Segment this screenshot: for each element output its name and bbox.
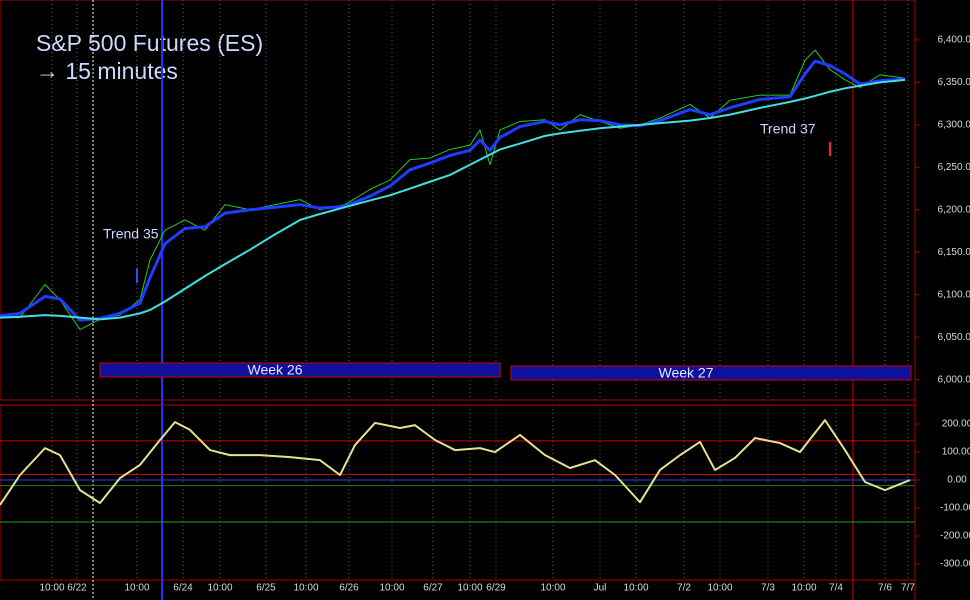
y-tick-label: 6,350.00 — [938, 77, 970, 88]
series-line — [0, 78, 906, 321]
chart-subtitle: → 15 minutes — [36, 58, 178, 84]
y-tick-label: 200.00 — [942, 419, 970, 430]
y-tick-label: -300.00 — [940, 559, 970, 570]
y-tick-label: 6,150.00 — [938, 247, 970, 258]
x-tick-label: 10:00 — [457, 583, 482, 594]
x-tick-label: 10:00 — [540, 583, 565, 594]
y-tick-label: 6,400.00 — [938, 35, 970, 46]
chart-title: S&P 500 Futures (ES) — [36, 30, 263, 56]
annotation: Trend 35 — [103, 226, 159, 242]
x-tick-label: 7/7 — [901, 583, 915, 594]
y-tick-label: 100.00 — [942, 447, 970, 458]
week-label: Week 27 — [659, 365, 714, 381]
y-tick-label: -200.00 — [940, 531, 970, 542]
x-tick-label: 10:00 — [39, 583, 64, 594]
x-tick-label: 6/27 — [423, 583, 443, 594]
x-tick-label: 6/24 — [173, 583, 193, 594]
y-tick-label: 6,100.00 — [938, 289, 970, 300]
x-tick-label: 10:00 — [124, 583, 149, 594]
y-tick-label: 6,000.00 — [938, 374, 970, 385]
x-tick-label: 6/29 — [486, 583, 506, 594]
series-line — [0, 49, 906, 331]
x-tick-label: 6/22 — [67, 583, 87, 594]
x-tick-label: 7/4 — [829, 583, 843, 594]
x-tick-label: 10:00 — [293, 583, 318, 594]
week-label: Week 26 — [248, 362, 303, 378]
x-tick-label: 10:00 — [207, 583, 232, 594]
x-tick-label: 10:00 — [707, 583, 732, 594]
week-box — [99, 362, 501, 378]
x-tick-label: 6/25 — [256, 583, 276, 594]
y-tick-label: 6,050.00 — [938, 332, 970, 343]
y-tick-label: -100.00 — [940, 503, 970, 514]
series-line — [0, 59, 906, 322]
series-line — [0, 419, 911, 506]
x-tick-label: 6/26 — [339, 583, 359, 594]
x-tick-label: 7/3 — [761, 583, 775, 594]
y-tick-label: 6,250.00 — [938, 162, 970, 173]
x-tick-label: 10:00 — [379, 583, 404, 594]
y-tick-label: 6,300.00 — [938, 119, 970, 130]
x-tick-label: 10:00 — [791, 583, 816, 594]
x-tick-label: 7/2 — [677, 583, 691, 594]
y-tick-label: 6,200.00 — [938, 204, 970, 215]
week-box — [510, 365, 912, 381]
y-tick-label: 0.00 — [947, 475, 967, 486]
x-tick-label: 10:00 — [623, 583, 648, 594]
annotation: Trend 37 — [760, 121, 816, 137]
x-tick-label: 7/6 — [878, 583, 892, 594]
x-tick-label: Jul — [594, 583, 607, 594]
